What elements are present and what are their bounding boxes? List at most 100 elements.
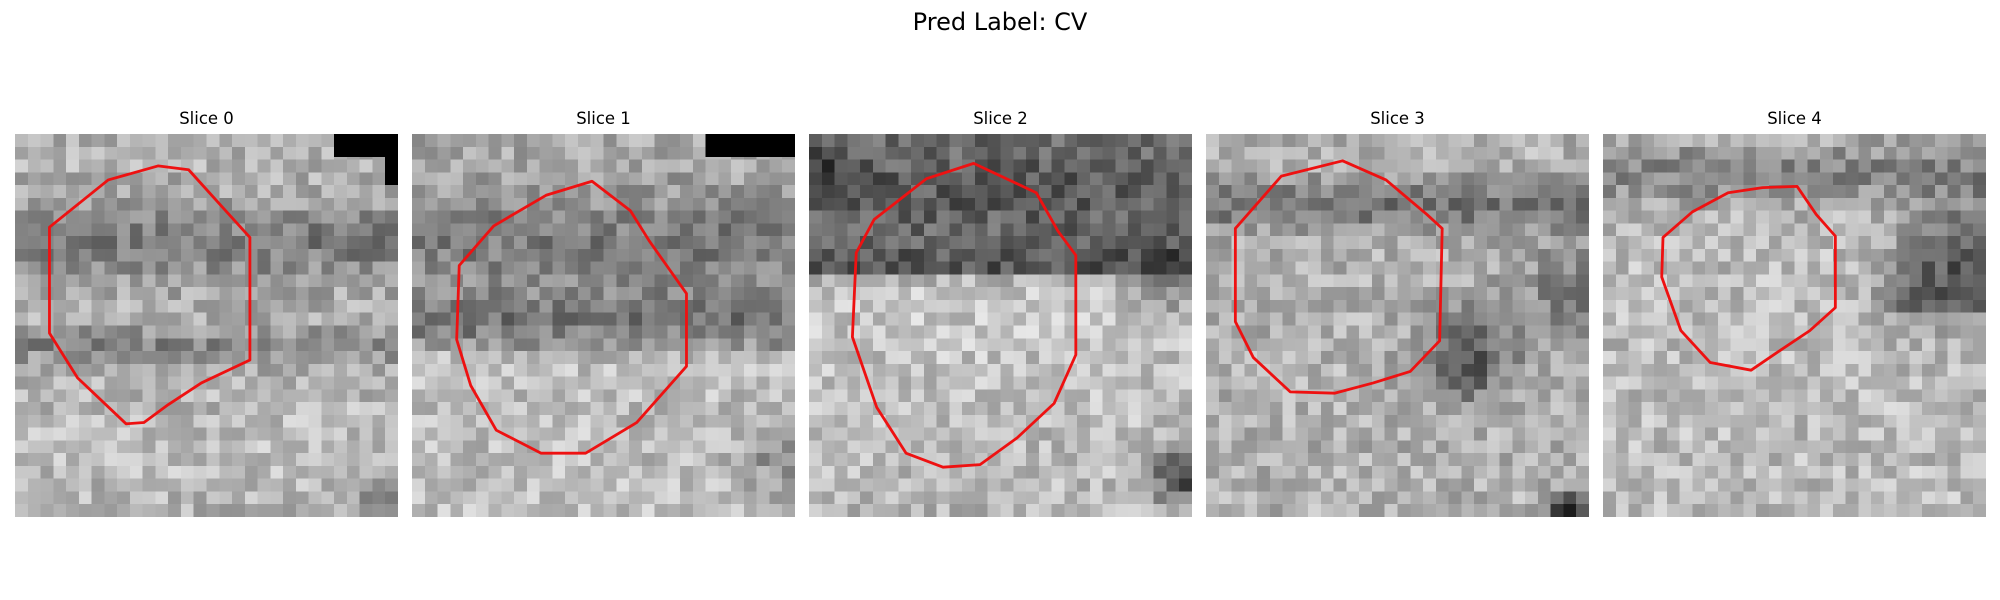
pixel xyxy=(629,402,643,416)
pixel xyxy=(809,504,823,517)
pixel xyxy=(769,210,783,224)
pixel xyxy=(743,236,758,250)
pixel xyxy=(1603,427,1617,441)
pixel xyxy=(168,491,182,505)
pixel xyxy=(117,261,131,275)
pixel xyxy=(1089,389,1104,403)
pixel xyxy=(308,453,322,467)
pixel xyxy=(1960,236,1974,250)
pixel xyxy=(346,223,361,237)
pixel xyxy=(1679,504,1693,517)
pixel xyxy=(1474,402,1488,416)
pixel xyxy=(1026,223,1040,237)
pixel xyxy=(1845,504,1859,517)
pixel xyxy=(283,197,297,212)
pixel xyxy=(1320,427,1335,441)
pixel xyxy=(1654,287,1668,301)
pixel xyxy=(680,185,694,199)
pixel xyxy=(1807,236,1821,250)
pixel xyxy=(78,159,93,173)
pixel xyxy=(1320,146,1335,161)
pixel xyxy=(1603,197,1617,212)
pixel xyxy=(1153,325,1167,339)
pixel xyxy=(295,197,310,212)
pixel xyxy=(526,236,541,250)
pixel xyxy=(308,134,322,148)
pixel xyxy=(1832,338,1847,352)
pixel xyxy=(27,491,42,505)
pixel xyxy=(692,134,707,148)
pixel xyxy=(1153,159,1167,173)
pixel xyxy=(1026,504,1040,517)
pixel xyxy=(1166,274,1180,288)
pixel xyxy=(1896,376,1910,390)
pixel xyxy=(437,491,451,505)
pixel xyxy=(962,504,976,517)
pixel xyxy=(475,504,490,517)
pixel xyxy=(117,274,131,288)
pixel xyxy=(1641,146,1655,161)
pixel xyxy=(1960,299,1974,314)
pixel xyxy=(1038,478,1053,492)
pixel xyxy=(629,172,643,186)
pixel xyxy=(1257,478,1271,492)
pixel xyxy=(616,453,630,467)
pixel xyxy=(974,376,989,390)
pixel xyxy=(372,299,386,314)
pixel xyxy=(180,351,195,365)
pixel xyxy=(91,261,105,275)
pixel xyxy=(603,274,617,288)
pixel xyxy=(1474,210,1488,224)
pixel xyxy=(1603,172,1617,186)
pixel xyxy=(1641,351,1655,365)
pixel xyxy=(1934,261,1949,275)
pixel xyxy=(1705,338,1719,352)
pixel xyxy=(1320,172,1335,186)
pixel xyxy=(1973,236,1986,250)
pixel xyxy=(743,465,758,480)
pixel xyxy=(308,236,322,250)
pixel xyxy=(450,248,464,263)
pixel xyxy=(962,261,976,275)
pixel xyxy=(1013,338,1027,352)
pixel xyxy=(756,402,770,416)
pixel xyxy=(1858,248,1872,263)
pixel xyxy=(1499,338,1513,352)
pixel xyxy=(257,172,271,186)
dark-region xyxy=(334,134,398,157)
pixel xyxy=(219,440,233,454)
pixel xyxy=(667,287,681,301)
pixel xyxy=(193,363,208,378)
pixel xyxy=(1486,197,1501,212)
pixel xyxy=(987,299,1002,314)
pixel xyxy=(872,236,887,250)
pixel xyxy=(667,172,681,186)
pixel xyxy=(949,376,963,390)
pixel xyxy=(1743,210,1757,224)
pixel xyxy=(1550,172,1564,186)
pixel xyxy=(1218,223,1233,237)
pixel xyxy=(1231,414,1245,429)
pixel xyxy=(782,414,795,429)
pixel xyxy=(1615,312,1630,327)
pixel xyxy=(424,223,439,237)
pixel xyxy=(680,465,694,480)
pixel xyxy=(1960,338,1974,352)
pixel xyxy=(974,274,989,288)
pixel xyxy=(1115,504,1129,517)
pixel xyxy=(257,325,271,339)
pixel xyxy=(1038,248,1053,263)
pixel xyxy=(949,172,963,186)
pixel xyxy=(1410,338,1424,352)
pixel xyxy=(872,440,887,454)
pixel xyxy=(680,134,694,148)
pixel xyxy=(641,134,656,148)
pixel xyxy=(27,210,42,224)
pixel xyxy=(1077,478,1091,492)
pixel xyxy=(1153,504,1167,517)
pixel xyxy=(1820,185,1834,199)
pixel xyxy=(180,376,195,390)
pixel xyxy=(1756,427,1770,441)
pixel xyxy=(295,478,310,492)
pixel xyxy=(1269,274,1284,288)
